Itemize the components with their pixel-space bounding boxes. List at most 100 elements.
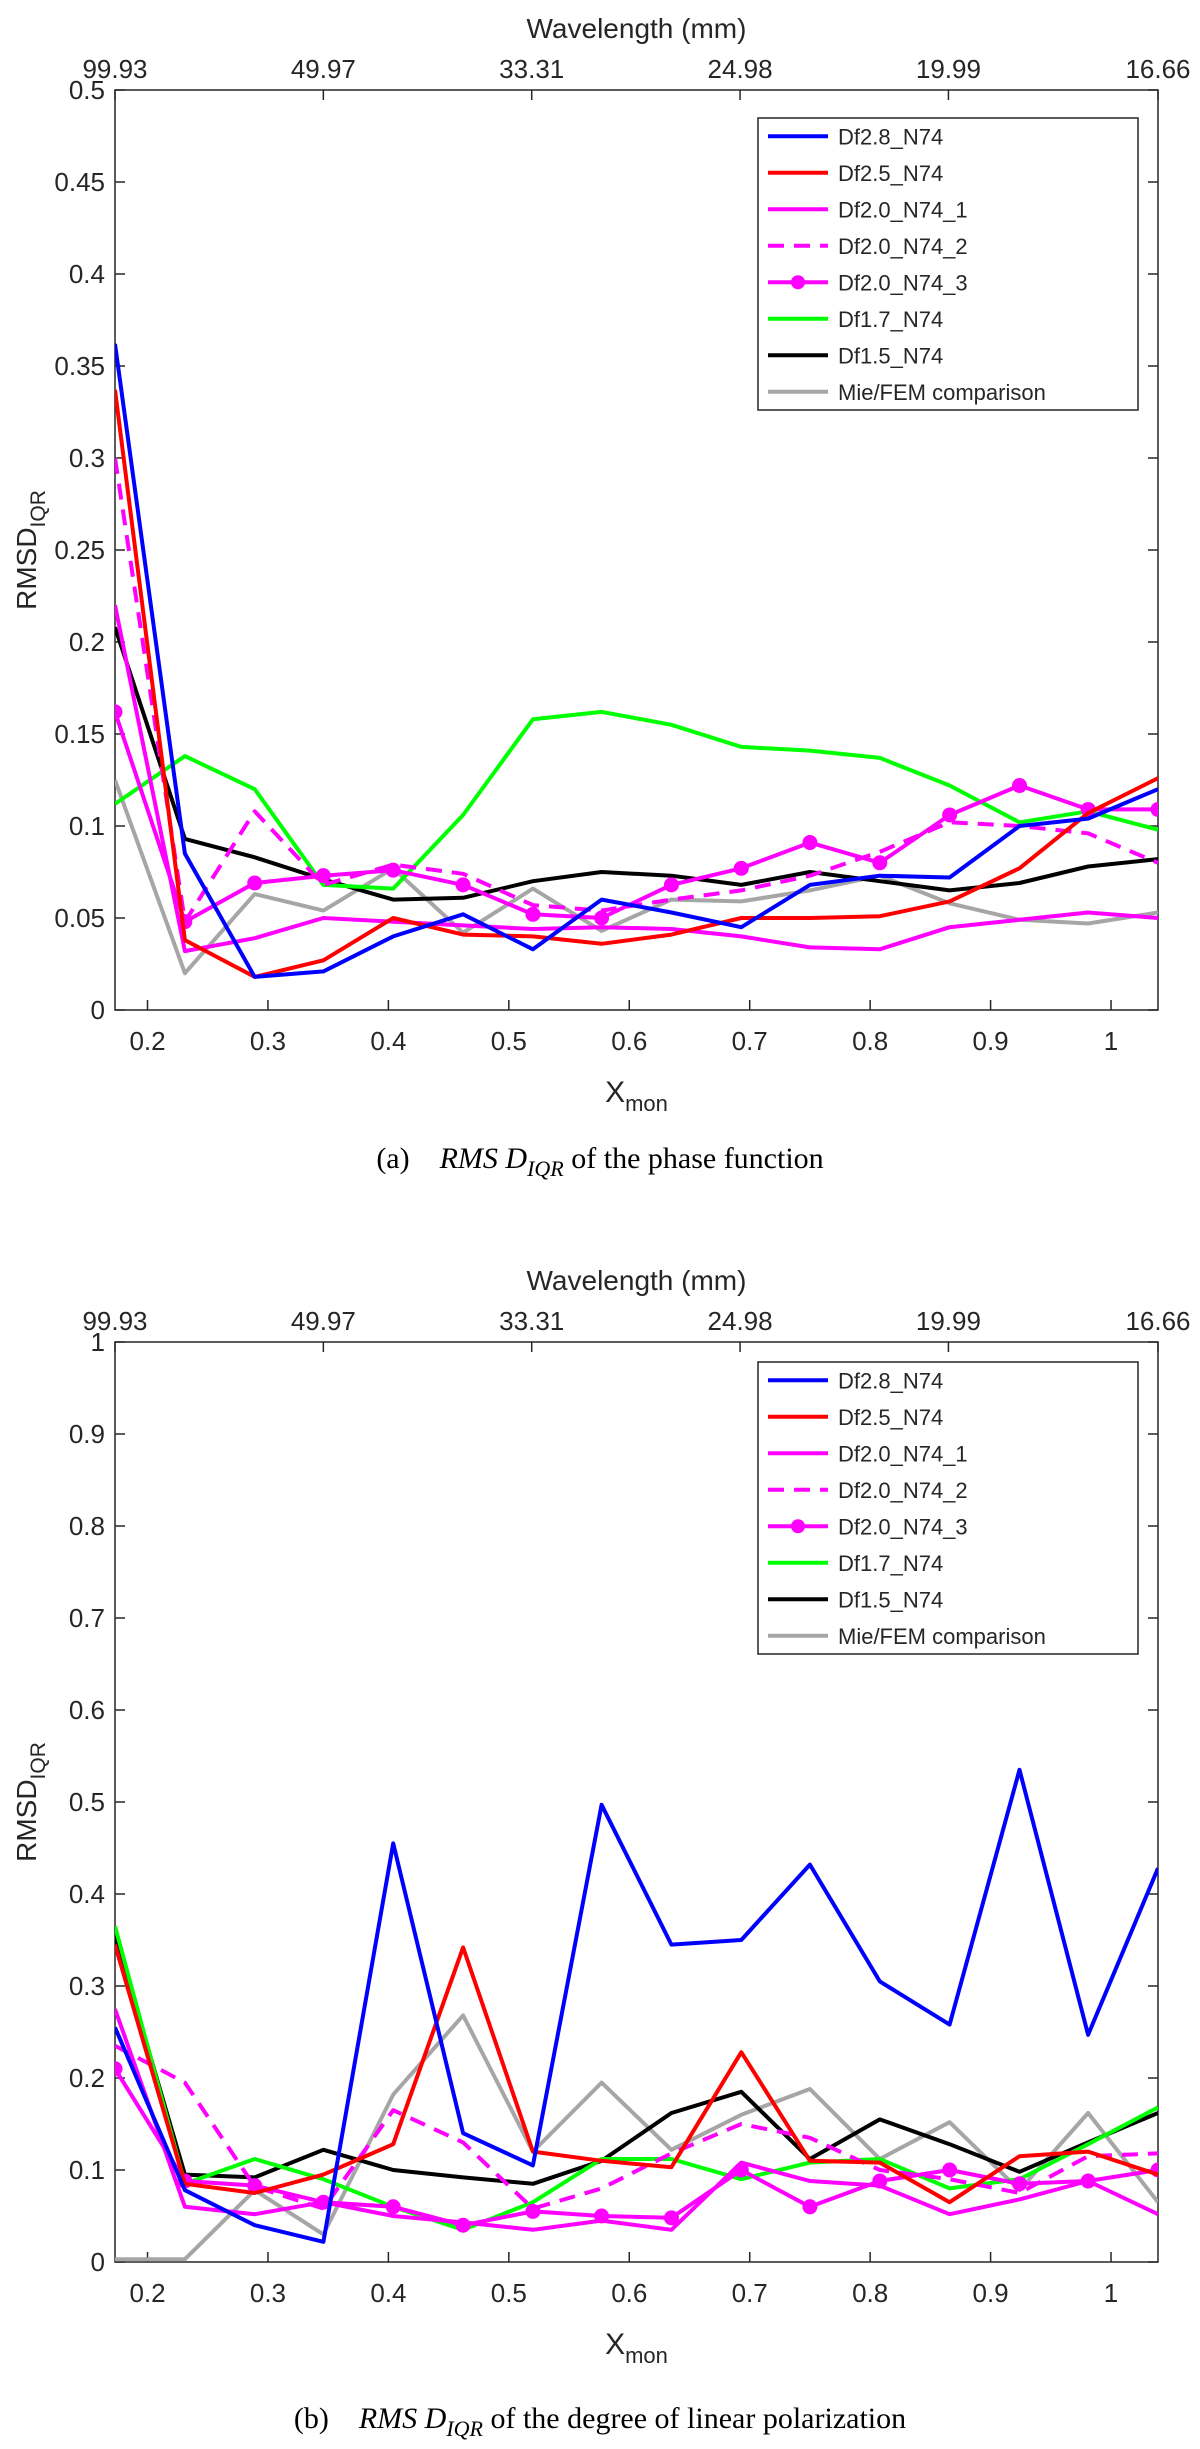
y-axis-label: RMSDIQR [11,1742,50,1862]
x-tick-label: 0.8 [852,2278,888,2308]
series-line-df2-0-n74-3 [115,711,1158,924]
series-marker [942,807,958,823]
legend-marker [791,1519,805,1534]
y-tick-label: 0.4 [69,259,105,289]
top-tick-label: 19.99 [916,1306,981,1336]
series-marker [594,910,610,926]
top-axis-label: Wavelength (mm) [527,13,747,44]
y-tick-label: 0.6 [69,1695,105,1725]
series-marker [115,2061,123,2077]
top-tick-label: 24.98 [708,1306,773,1336]
y-tick-label: 0.8 [69,1511,105,1541]
series-marker [247,875,263,891]
legend-label: Df2.0_N74_1 [838,197,968,222]
legend-label: Df1.7_N74 [838,307,943,332]
figure-caption: (a) RMS DIQR of the phase function [376,1142,823,1181]
x-tick-label: 0.3 [250,2278,286,2308]
legend: Df2.8_N74 Df2.5_N74 Df2.0_N74_1 Df2.0_N74_2… [757,1361,1139,1655]
y-tick-label: 0.3 [69,443,105,473]
x-tick-label: 0.7 [732,2278,768,2308]
series-marker [385,2199,401,2215]
legend-box [757,1361,1139,1655]
y-tick-label: 0 [91,2247,105,2277]
series-group [115,343,1158,979]
series-marker [872,855,888,871]
series-line-df1-7-n74 [115,1925,1158,2232]
x-axis-label: Xmon [605,1076,668,1116]
legend-label: Df2.5_N74 [838,161,943,186]
legend-label: Df1.5_N74 [838,343,943,368]
series-line-df2-0-n74-1 [115,2008,1158,2232]
series-marker [455,877,471,893]
series-line-df1-7-n74 [115,709,1158,891]
top-tick-label: 33.31 [499,1306,564,1336]
legend-label: Df2.8_N74 [838,124,943,149]
y-tick-label: 0.9 [69,1419,105,1449]
legend-label: Df2.0_N74_2 [838,1478,968,1503]
series-marker [115,704,123,720]
x-tick-label: 1 [1104,1026,1118,1056]
y-axis-label: RMSDIQR [11,490,50,610]
x-tick-label: 1 [1104,2278,1118,2308]
legend-label: Df1.7_N74 [838,1551,943,1576]
y-tick-label: 0.15 [54,719,105,749]
legend-label: Mie/FEM comparison [838,1624,1046,1649]
x-tick-label: 0.4 [370,1026,406,1056]
legend-label: Df2.0_N74_2 [838,234,968,259]
y-tick-label: 0.35 [54,351,105,381]
series-line-df2-0-n74-1 [115,604,1158,954]
series-marker [802,2199,818,2215]
legend-label: Df2.8_N74 [838,1368,943,1393]
x-tick-label: 0.3 [250,1026,286,1056]
series-marker [525,906,541,922]
series-marker [1150,801,1158,817]
y-tick-label: 0.05 [54,903,105,933]
legend-label: Df2.5_N74 [838,1405,943,1430]
y-tick-label: 0.4 [69,1879,105,1909]
y-tick-label: 0.1 [69,811,105,841]
y-tick-label: 0.2 [69,2063,105,2093]
series-line-df2-0-n74-2 [115,2044,1158,2211]
y-tick-label: 0 [91,995,105,1025]
y-tick-label: 0.5 [69,1787,105,1817]
series-line-df2-5-n74 [115,1944,1158,2205]
series-marker [315,868,331,884]
y-tick-label: 0.2 [69,627,105,657]
series-group [115,1767,1158,2262]
legend: Df2.8_N74 Df2.5_N74 Df2.0_N74_1 Df2.0_N74_2… [757,117,1139,411]
x-tick-label: 0.9 [973,2278,1009,2308]
series-marker [663,877,679,893]
series-marker [663,2210,679,2226]
series-marker [1011,778,1027,794]
y-tick-label: 0.25 [54,535,105,565]
top-tick-label: 99.93 [82,54,147,84]
x-tick-label: 0.2 [129,1026,165,1056]
x-tick-label: 0.9 [973,1026,1009,1056]
series-marker [942,2162,958,2178]
legend-label: Df2.0_N74_3 [838,270,968,295]
top-tick-label: 24.98 [708,54,773,84]
legend-label: Mie/FEM comparison [838,380,1046,405]
series-line-df2-8-n74 [115,343,1158,979]
y-tick-label: 0.45 [54,167,105,197]
x-tick-label: 0.6 [611,1026,647,1056]
top-axis-label: Wavelength (mm) [527,1265,747,1296]
figure-caption: (b) RMS DIQR of the degree of linear pol… [294,2402,906,2441]
series-marker [802,835,818,851]
series-marker [1011,2176,1027,2192]
y-tick-label: 0.5 [69,75,105,105]
top-tick-label: 49.97 [291,1306,356,1336]
y-tick-label: 0.7 [69,1603,105,1633]
top-tick-label: 16.66 [1125,54,1190,84]
y-tick-label: 0.1 [69,2155,105,2185]
x-tick-label: 0.6 [611,2278,647,2308]
series-line-df2-5-n74 [115,389,1158,979]
legend-label: Df2.0_N74_3 [838,1514,968,1539]
x-tick-label: 0.7 [732,1026,768,1056]
series-line-mie-fem-comparison [115,779,1158,976]
x-tick-label: 0.5 [491,2278,527,2308]
y-tick-label: 0.3 [69,1971,105,2001]
x-tick-label: 0.2 [129,2278,165,2308]
series-line-df2-8-n74 [115,1767,1158,2244]
